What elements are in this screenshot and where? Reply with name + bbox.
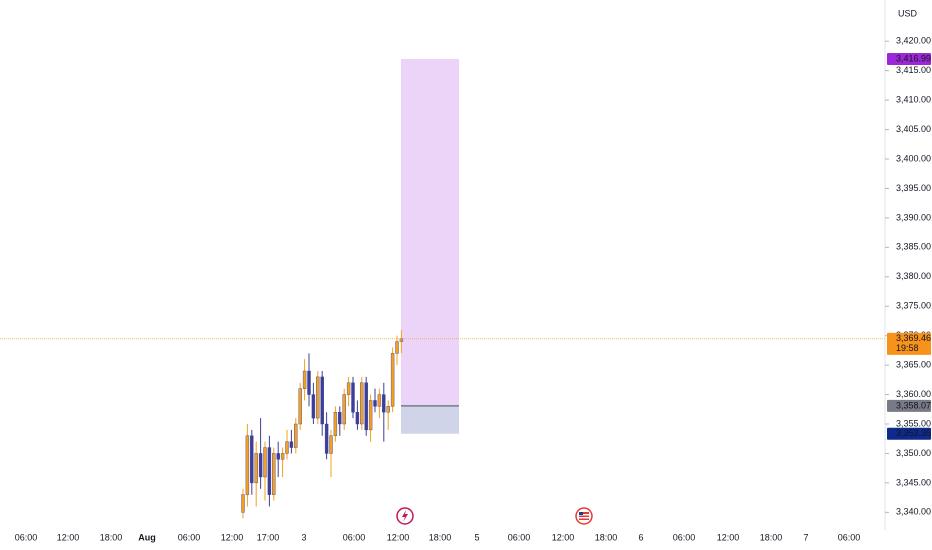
candle-body [250,435,254,484]
candle-body [320,376,324,425]
y-tick-label: 3,415.00 [896,65,931,75]
y-tick-label: 3,405.00 [896,124,931,134]
candle-body [395,341,399,354]
candle-body [294,423,298,448]
x-tick-label: 06:00 [508,532,531,542]
x-tick-label: 12:00 [552,532,575,542]
x-tick-label: 06:00 [178,532,201,542]
candle-body [346,382,351,395]
candle-body [368,400,373,431]
x-tick-label: Aug [138,532,156,542]
price-tag [887,332,931,355]
target-zone [401,58,459,406]
candle-body [289,441,294,448]
x-tick-label: 18:00 [760,532,783,542]
x-tick-label: 12:00 [57,532,80,542]
currency-label: USD [898,8,918,18]
candle-body [241,494,245,513]
candle-body [364,382,368,431]
y-tick-label: 3,375.00 [896,301,931,311]
candle-body [329,435,333,454]
candle-body [386,406,390,413]
x-tick-label: 06:00 [343,532,366,542]
candle-body [267,447,272,495]
price-tag-label: 3,416.99 [896,53,931,63]
x-tick-label: 7 [803,532,808,542]
candle-body [302,370,307,389]
x-tick-label: 17:00 [257,532,280,542]
y-tick-label: 3,420.00 [896,36,931,46]
y-tick-label: 3,410.00 [896,94,931,104]
candle-body [272,453,276,495]
y-tick-label: 3,340.00 [896,507,931,517]
x-tick-label: 06:00 [673,532,696,542]
x-tick-label: 12:00 [387,532,410,542]
candle-body [342,394,346,425]
y-tick-label: 3,355.00 [896,418,931,428]
x-tick-label: 18:00 [100,532,123,542]
y-tick-label: 3,350.00 [896,448,931,458]
countdown-label: 19:58 [896,343,919,353]
price-tag-label: 3,358.07 [896,400,931,410]
candle-body [338,412,342,425]
candle-body [360,382,364,425]
y-tick-label: 3,400.00 [896,153,931,163]
price-tag-label: 3,353.35 [896,428,931,438]
price-tag-label: 3,369.46 [896,333,931,343]
price-tag [887,427,931,440]
x-tick-label: 5 [474,532,479,542]
candle-body [311,394,316,419]
candle-body [316,376,320,419]
candle-body [390,353,395,407]
price-tag [887,399,931,412]
candle-body [245,435,250,495]
stop-zone [401,405,459,434]
candle-body [254,453,258,484]
candle-body [351,382,355,413]
candle-body [355,412,360,425]
event-icon [396,507,414,525]
x-tick-label: 12:00 [717,532,740,542]
x-tick-label: 06:00 [15,532,38,542]
y-tick-label: 3,360.00 [896,389,931,399]
candle-body [263,447,267,478]
y-tick-label: 3,395.00 [896,183,931,193]
candle-body [276,453,280,460]
price-tag [887,52,931,65]
x-tick-label: 6 [638,532,643,542]
x-tick-label: 18:00 [429,532,452,542]
candle-body [285,441,289,454]
y-tick-label: 3,365.00 [896,359,931,369]
candle-body [377,394,382,407]
candle-body [280,453,285,460]
x-tick-label: 18:00 [595,532,618,542]
x-tick-label: 12:00 [221,532,244,542]
y-tick-label: 3,345.00 [896,477,931,487]
candle-body [298,388,302,425]
candle-body [399,338,404,342]
candle-body [258,453,263,478]
candle-body [307,370,311,395]
x-tick-label: 06:00 [838,532,861,542]
y-tick-label: 3,380.00 [896,271,931,281]
candle-body [324,423,329,454]
event-flag-icon [575,507,593,525]
y-tick-label: 3,390.00 [896,212,931,222]
x-tick-label: 3 [301,532,306,542]
candle-body [373,400,377,407]
candle-body [333,412,338,436]
candle-body [382,394,386,413]
y-tick-label: 3,385.00 [896,242,931,252]
